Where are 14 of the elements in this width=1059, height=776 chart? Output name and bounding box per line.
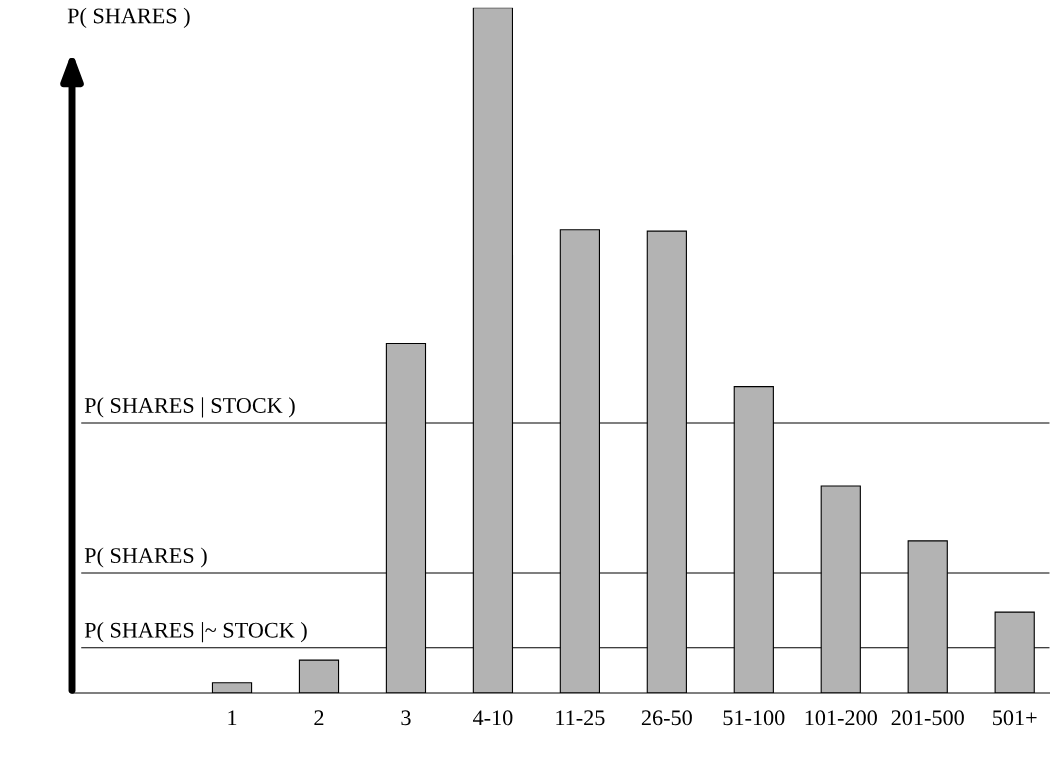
y-axis-title: P( SHARES ): [67, 7, 190, 28]
ref-line-label: P( SHARES | STOCK ): [84, 397, 295, 418]
x-tick-label: 2: [314, 710, 324, 726]
x-tick-label: 51-100: [723, 710, 785, 726]
x-tick-label: 4-10: [472, 710, 513, 726]
x-tick-label: 201-500: [891, 710, 964, 726]
ref-line-label: P( SHARES ): [84, 547, 207, 568]
x-tick-label: 11-25: [556, 710, 605, 726]
x-tick-label: 101-200: [805, 710, 877, 726]
x-tick-label: 1: [228, 710, 237, 726]
ref-line-label: P( SHARES |~ STOCK ): [84, 622, 307, 643]
x-tick-label: 26-50: [641, 710, 692, 726]
x-tick-label: 501+: [993, 710, 1037, 726]
x-tick-label: 3: [401, 710, 411, 726]
